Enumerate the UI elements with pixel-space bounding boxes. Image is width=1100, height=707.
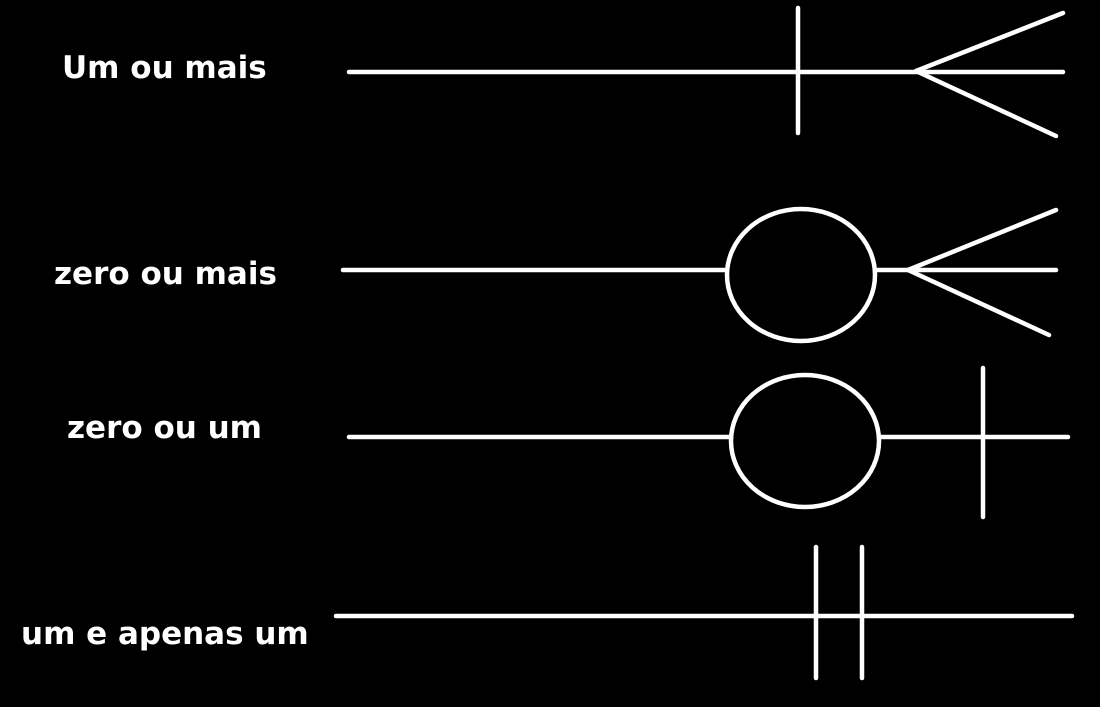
label-one-and-only-one: um e apenas um <box>21 616 309 652</box>
symbol-one-and-only-one <box>333 544 1075 681</box>
crowfoot-upper-prong <box>905 207 1059 273</box>
crowfoot-lower-prong <box>913 68 1059 139</box>
zero-circle-mark <box>728 372 882 510</box>
crowfoot-upper-prong <box>913 10 1066 74</box>
crowfoot-lower-prong <box>905 267 1052 338</box>
symbol-zero-or-more <box>340 206 1059 344</box>
symbol-one-or-more <box>346 5 1066 139</box>
label-one-or-more: Um ou mais <box>62 50 267 86</box>
label-zero-or-one: zero ou um <box>67 410 262 446</box>
symbol-zero-or-one <box>346 365 1071 520</box>
label-zero-or-more: zero ou mais <box>54 256 277 292</box>
zero-circle-mark <box>724 206 878 344</box>
